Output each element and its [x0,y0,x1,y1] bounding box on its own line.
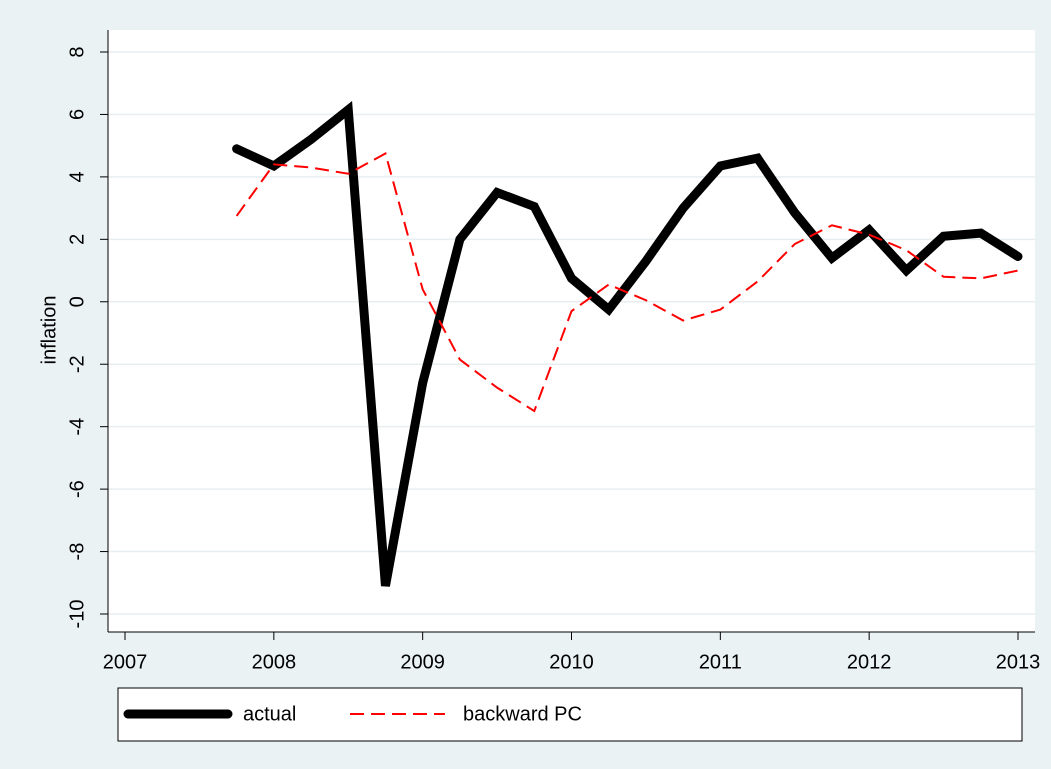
y-tick-label: 8 [66,46,88,57]
y-tick-label: 2 [66,234,88,245]
y-tick-label: -10 [66,600,88,629]
legend-label: actual [243,703,296,725]
legend-label: backward PC [463,703,582,725]
x-tick-label: 2012 [847,651,892,673]
x-tick-label: 2013 [996,651,1041,673]
y-tick-label: -2 [66,355,88,373]
x-tick-label: 2009 [400,651,445,673]
legend-box [117,687,1023,742]
x-tick-label: 2007 [103,651,148,673]
y-tick-label: -8 [66,543,88,561]
y-tick-label: 4 [66,171,88,182]
y-tick-label: -6 [66,480,88,498]
x-tick-label: 2008 [252,651,297,673]
y-tick-label: 6 [66,109,88,120]
series-line [232,100,1023,587]
x-tick-label: 2011 [699,651,742,673]
x-tick-label: 2010 [549,651,594,673]
series-line [235,151,1019,413]
y-tick-label: -4 [66,418,88,436]
y-axis-title: inflation [38,296,60,365]
plot-area [108,30,1035,632]
y-tick-label: 0 [66,296,88,307]
